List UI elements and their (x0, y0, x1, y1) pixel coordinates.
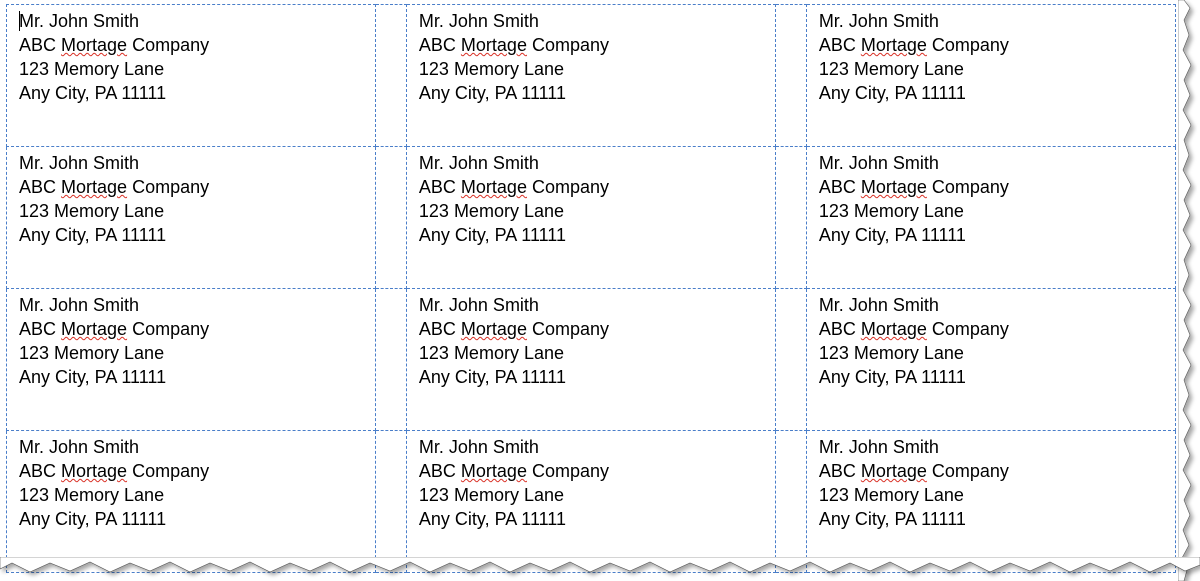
address-line-3: 123 Memory Lane (19, 57, 375, 81)
address-line-2: ABC Mortage Company (419, 317, 775, 341)
label-row: Mr. John Smith ABC Mortage Company 123 M… (7, 5, 1176, 147)
address-line-2: ABC Mortage Company (19, 317, 375, 341)
address-line-4: Any City, PA 11111 (19, 507, 375, 531)
address-line-2: ABC Mortage Company (419, 175, 775, 199)
spellcheck-error: Mortage (861, 175, 927, 199)
label-cell[interactable]: Mr. John Smith ABC Mortage Company 123 M… (806, 289, 1175, 431)
spellcheck-error: Mortage (861, 317, 927, 341)
column-gap (776, 147, 807, 289)
address-line-3: 123 Memory Lane (419, 57, 775, 81)
address-line-1: Mr. John Smith (419, 293, 775, 317)
label-sheet: Mr. John Smith ABC Mortage Company 123 M… (0, 0, 1200, 581)
spellcheck-error: Mortage (61, 33, 127, 57)
address-line-4: Any City, PA 11111 (19, 223, 375, 247)
address-line-4: Any City, PA 11111 (819, 223, 1175, 247)
column-gap (776, 289, 807, 431)
spellcheck-error: Mortage (461, 33, 527, 57)
address-line-2: ABC Mortage Company (819, 317, 1175, 341)
label-row: Mr. John Smith ABC Mortage Company 123 M… (7, 289, 1176, 431)
label-cell[interactable]: Mr. John Smith ABC Mortage Company 123 M… (406, 5, 775, 147)
address-line-1: Mr. John Smith (819, 151, 1175, 175)
address-line-3: 123 Memory Lane (19, 341, 375, 365)
label-cell[interactable]: Mr. John Smith ABC Mortage Company 123 M… (806, 431, 1175, 573)
address-line-3: 123 Memory Lane (819, 341, 1175, 365)
spellcheck-error: Mortage (61, 317, 127, 341)
spellcheck-error: Mortage (461, 459, 527, 483)
address-line-4: Any City, PA 11111 (19, 365, 375, 389)
column-gap (776, 431, 807, 573)
label-cell[interactable]: Mr. John Smith ABC Mortage Company 123 M… (406, 431, 775, 573)
address-line-1: Mr. John Smith (419, 151, 775, 175)
address-line-2: ABC Mortage Company (19, 33, 375, 57)
column-gap (376, 289, 407, 431)
address-line-2: ABC Mortage Company (819, 33, 1175, 57)
label-cell[interactable]: Mr. John Smith ABC Mortage Company 123 M… (7, 289, 376, 431)
address-line-4: Any City, PA 11111 (819, 507, 1175, 531)
torn-edge-right-icon (1178, 0, 1200, 581)
address-line-4: Any City, PA 11111 (419, 223, 775, 247)
label-cell[interactable]: Mr. John Smith ABC Mortage Company 123 M… (406, 289, 775, 431)
address-line-2: ABC Mortage Company (819, 459, 1175, 483)
address-line-1: Mr. John Smith (819, 293, 1175, 317)
column-gap (376, 431, 407, 573)
label-row: Mr. John Smith ABC Mortage Company 123 M… (7, 431, 1176, 573)
address-line-3: 123 Memory Lane (819, 483, 1175, 507)
address-line-3: 123 Memory Lane (19, 483, 375, 507)
label-cell[interactable]: Mr. John Smith ABC Mortage Company 123 M… (806, 5, 1175, 147)
spellcheck-error: Mortage (461, 317, 527, 341)
address-line-2: ABC Mortage Company (19, 175, 375, 199)
column-gap (376, 147, 407, 289)
address-line-1: Mr. John Smith (819, 9, 1175, 33)
address-line-1: Mr. John Smith (819, 435, 1175, 459)
label-cell[interactable]: Mr. John Smith ABC Mortage Company 123 M… (7, 5, 376, 147)
address-line-4: Any City, PA 11111 (819, 365, 1175, 389)
spellcheck-error: Mortage (861, 33, 927, 57)
label-cell[interactable]: Mr. John Smith ABC Mortage Company 123 M… (806, 147, 1175, 289)
spellcheck-error: Mortage (61, 175, 127, 199)
spellcheck-error: Mortage (461, 175, 527, 199)
address-line-3: 123 Memory Lane (419, 341, 775, 365)
label-grid: Mr. John Smith ABC Mortage Company 123 M… (6, 4, 1176, 573)
address-line-2: ABC Mortage Company (419, 33, 775, 57)
label-cell[interactable]: Mr. John Smith ABC Mortage Company 123 M… (7, 147, 376, 289)
address-line-1: Mr. John Smith (19, 151, 375, 175)
spellcheck-error: Mortage (61, 459, 127, 483)
address-line-1: Mr. John Smith (419, 435, 775, 459)
column-gap (776, 5, 807, 147)
address-line-3: 123 Memory Lane (419, 199, 775, 223)
address-line-2: ABC Mortage Company (419, 459, 775, 483)
label-cell[interactable]: Mr. John Smith ABC Mortage Company 123 M… (7, 431, 376, 573)
label-cell[interactable]: Mr. John Smith ABC Mortage Company 123 M… (406, 147, 775, 289)
address-line-3: 123 Memory Lane (819, 199, 1175, 223)
address-line-3: 123 Memory Lane (19, 199, 375, 223)
address-line-1: Mr. John Smith (419, 9, 775, 33)
address-line-2: ABC Mortage Company (819, 175, 1175, 199)
address-line-1: Mr. John Smith (19, 293, 375, 317)
address-line-4: Any City, PA 11111 (419, 507, 775, 531)
address-line-2: ABC Mortage Company (19, 459, 375, 483)
label-row: Mr. John Smith ABC Mortage Company 123 M… (7, 147, 1176, 289)
address-line-1: Mr. John Smith (19, 9, 375, 33)
address-line-3: 123 Memory Lane (819, 57, 1175, 81)
spellcheck-error: Mortage (861, 459, 927, 483)
address-line-4: Any City, PA 11111 (819, 81, 1175, 105)
address-line-3: 123 Memory Lane (419, 483, 775, 507)
address-line-4: Any City, PA 11111 (419, 81, 775, 105)
address-line-1: Mr. John Smith (19, 435, 375, 459)
address-line-4: Any City, PA 11111 (19, 81, 375, 105)
address-line-4: Any City, PA 11111 (419, 365, 775, 389)
column-gap (376, 5, 407, 147)
